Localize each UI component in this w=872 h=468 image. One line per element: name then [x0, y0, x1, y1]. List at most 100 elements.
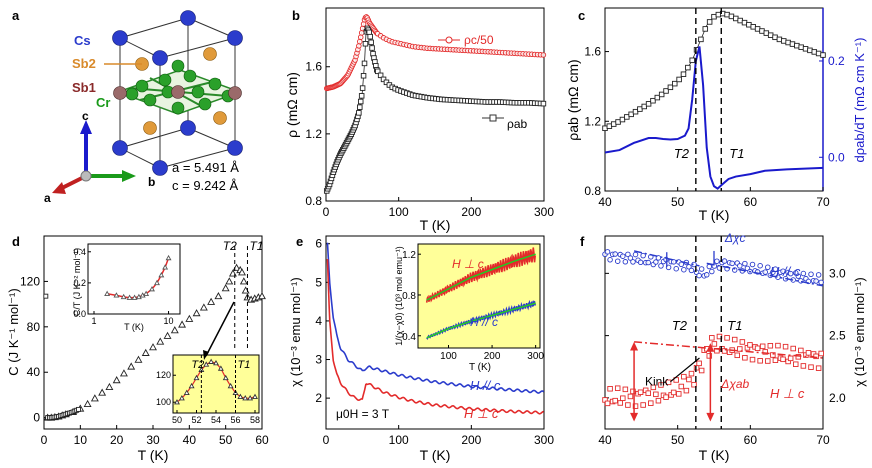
x-tick-label: 300	[534, 433, 554, 447]
chi-point-blue	[637, 259, 644, 266]
fit-line-blue-2	[706, 262, 824, 287]
rho-ab-point	[685, 64, 691, 71]
sb2-atom	[213, 111, 227, 125]
annotation-delta-chi-c: Δχc	[724, 231, 746, 245]
label-f-Hperp: H ⊥ c	[770, 386, 805, 401]
data-point	[357, 98, 364, 105]
chi-point-red	[818, 350, 824, 357]
chi-point-blue	[604, 249, 611, 255]
chi-point-blue	[625, 251, 631, 258]
cr-atom	[143, 93, 157, 107]
cr-atom	[171, 101, 185, 115]
arrowhead	[706, 412, 715, 422]
cr-atom	[198, 97, 212, 111]
xlabel-f: T (K)	[699, 447, 730, 463]
inset-point	[120, 293, 127, 300]
cs-atom	[180, 120, 196, 136]
inset-point	[158, 271, 165, 278]
data-point	[356, 43, 362, 49]
inset-d-top	[87, 243, 181, 315]
c-point	[258, 292, 266, 300]
sb1-atom	[171, 85, 185, 99]
y-tick-label: 40	[27, 365, 41, 379]
inset-point	[135, 293, 142, 300]
chi-point-red	[648, 400, 654, 406]
chi-point-blue	[658, 263, 664, 269]
y-right-tick-label: 0.2	[828, 54, 845, 68]
annotation-delta-chi-ab: Δχab	[720, 377, 749, 391]
c-point	[238, 268, 246, 276]
inset-point	[183, 389, 190, 395]
c-point	[225, 277, 234, 285]
chi-point-blue	[800, 270, 807, 277]
c-point	[105, 382, 114, 391]
chi-point-red	[698, 367, 705, 374]
rho-ab-point	[794, 42, 800, 49]
chi-point-blue	[686, 264, 692, 270]
inset-point	[149, 285, 155, 292]
x-tick-label: 60	[744, 195, 758, 209]
inset-y-tick-label: 1.2	[402, 250, 416, 261]
cs-atom	[227, 30, 243, 46]
rho-ab-point	[702, 26, 709, 32]
annotation-T2: T2	[674, 146, 690, 161]
annotation-T2: T2	[672, 318, 688, 333]
rho-ab-point	[645, 101, 652, 107]
chi-point-blue	[757, 262, 763, 269]
data-point	[356, 110, 362, 116]
crystal-axes: c a b	[44, 109, 155, 205]
chi-point-red	[620, 395, 626, 401]
inset-x-tick-label: 52	[191, 415, 201, 425]
inset-point	[126, 294, 133, 300]
chi-point-blue	[630, 259, 636, 265]
x-tick-label: 60	[744, 433, 758, 447]
chi-point-blue	[714, 258, 720, 264]
data-point	[359, 85, 366, 91]
cr-atom	[125, 87, 139, 101]
chi-point-red	[686, 376, 692, 383]
chi-point-red	[767, 342, 774, 349]
x-tick-label: 50	[671, 433, 685, 447]
cr-atom	[171, 59, 185, 73]
inset-label-Hpar: H // c	[470, 315, 498, 329]
chi-point-red	[670, 389, 677, 396]
chi-point-blue	[614, 258, 621, 264]
chi-point-red	[800, 363, 807, 369]
x-tick-label: 50	[219, 433, 233, 447]
chi-point-blue	[765, 264, 771, 271]
inset-point	[143, 290, 150, 296]
cs-atom	[112, 30, 128, 46]
zoom-arrow-d	[205, 301, 235, 357]
data-point	[358, 93, 365, 99]
chi-point-blue	[653, 259, 659, 265]
y-tick-label: 5	[315, 275, 322, 289]
inset-y-tick-label: 0.4	[402, 332, 416, 343]
atom-label-sb2: Sb2	[72, 56, 96, 71]
atom-label-sb1: Sb1	[72, 80, 96, 95]
chi-point-red	[630, 388, 636, 395]
label-f-Hpar: H // c	[770, 264, 801, 279]
inset-point	[242, 395, 249, 401]
y-tick-label: 1.6	[584, 45, 601, 59]
lattice-a: a = 5.491 Å	[172, 160, 239, 175]
chi-point-red	[612, 397, 618, 404]
x-tick-label: 300	[534, 205, 554, 219]
inset-y-tick-label: 0.0	[73, 309, 86, 319]
chi-point-red	[815, 365, 822, 371]
chi-point-blue	[612, 251, 618, 257]
data-point	[362, 40, 369, 47]
inset-fit-0	[426, 253, 536, 301]
chi-point-blue	[688, 267, 695, 274]
cs-atom	[227, 140, 243, 156]
data-point	[380, 76, 387, 83]
chi-point-red	[780, 356, 786, 363]
data-point	[357, 38, 363, 45]
inset-ylabel: 1/(χ−χ0) (10³ mol emu⁻¹)	[394, 246, 404, 345]
panel-label-a: a	[12, 8, 20, 23]
panel-b-resistivity: b 0 100 200 300 0.8 1.2 1.6 T (K) ρ (mΩ cm) ρc…	[284, 7, 554, 233]
chi-point-blue	[772, 266, 779, 272]
cr-atom	[158, 73, 172, 87]
chi-point-red	[637, 389, 644, 396]
x-tick-label: 40	[598, 195, 612, 209]
y-tick-label: 1.2	[584, 114, 601, 128]
